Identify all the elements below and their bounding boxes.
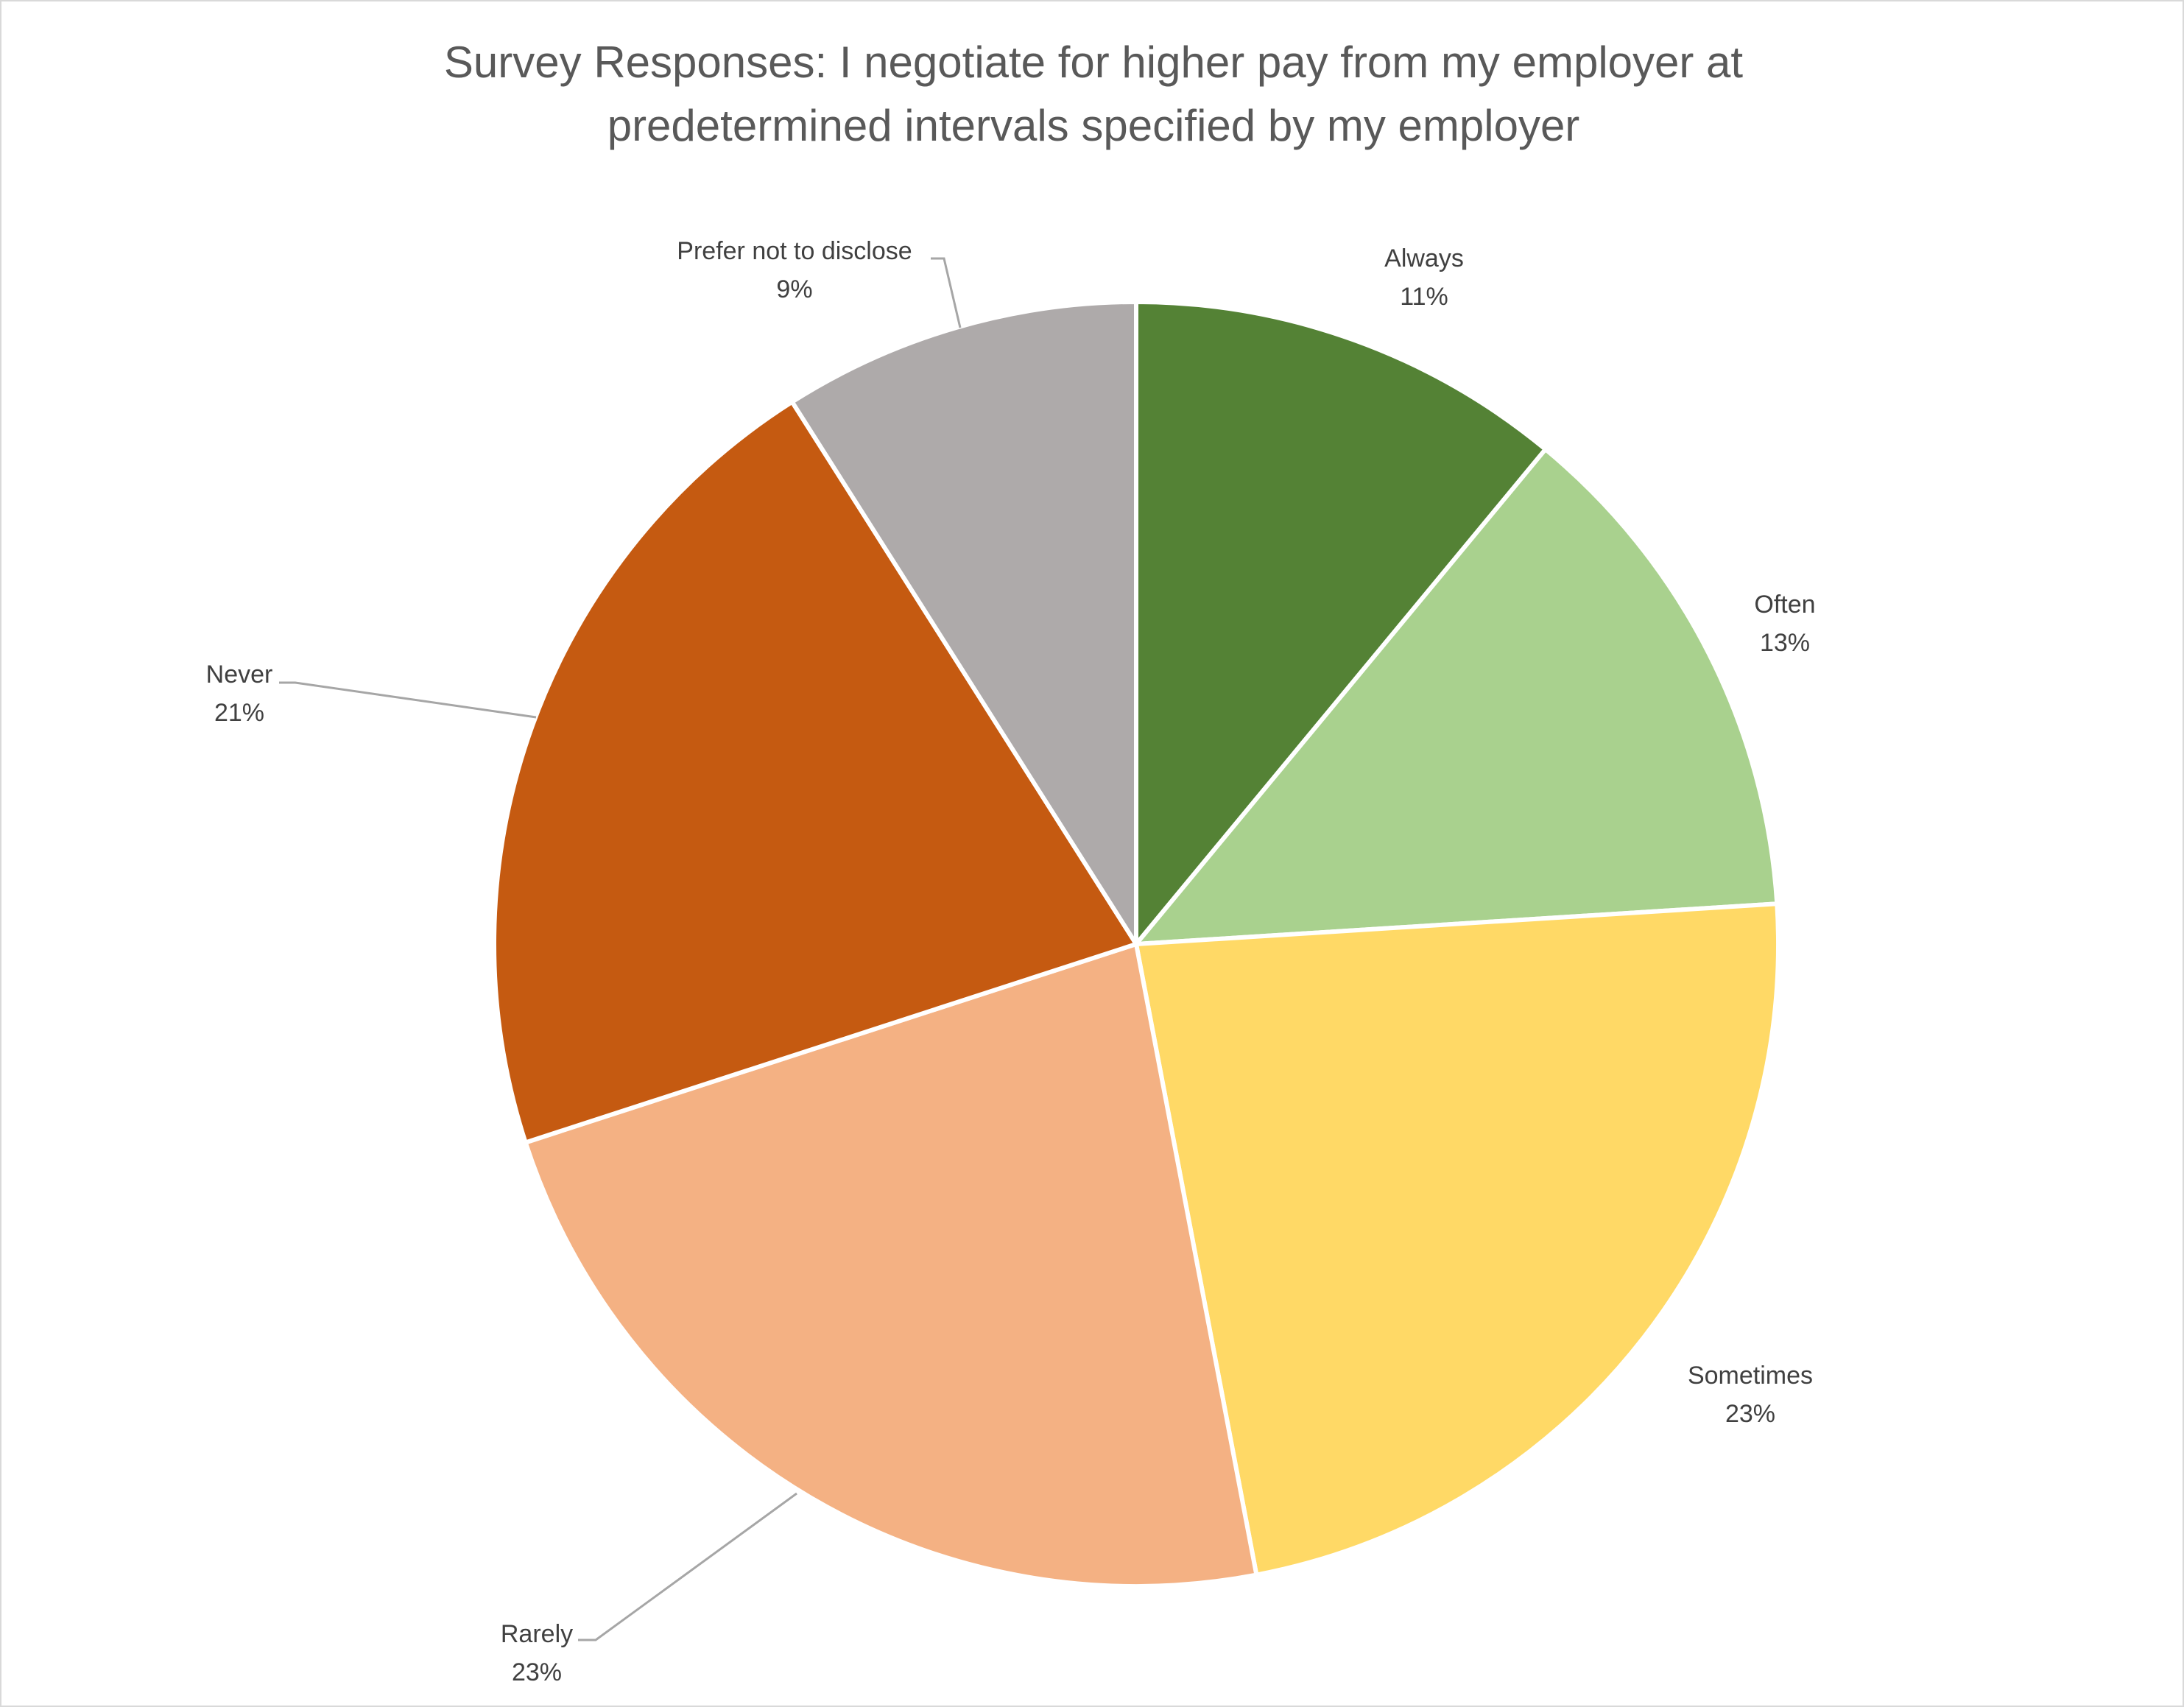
chart-title-line-2: predetermined intervals specified by my … (607, 101, 1580, 150)
data-label-name-often: Often (1754, 591, 1815, 619)
chart-title: Survey Responses: I negotiate for higher… (283, 31, 1903, 158)
data-label-value-rarely: 23% (512, 1658, 562, 1686)
data-labels: Always 11% Often 13% Sometimes 23% Rarely 23% Ne… (206, 237, 1816, 1686)
pie-slice-sometimes (1134, 901, 1780, 1577)
pie-slice-prefer-not-to-disclose (789, 300, 1138, 946)
data-label-name-always: Always (1384, 244, 1464, 272)
leader-lines (279, 257, 962, 1641)
data-label-value-sometimes: 23% (1725, 1400, 1775, 1428)
data-label-name-sometimes: Sometimes (1688, 1362, 1813, 1390)
leader-line-prefer-not-to-disclose (931, 257, 962, 328)
data-label-value-always: 11% (1400, 283, 1448, 311)
pie-slice-always (1134, 300, 1548, 946)
data-label-value-prefer-not-to-disclose: 9% (776, 275, 812, 303)
data-label-name-prefer-not-to-disclose: Prefer not to disclose (677, 237, 912, 265)
pie-slices (492, 300, 1780, 1588)
data-label-value-never: 21% (214, 699, 264, 727)
data-label-name-rarely: Rarely (501, 1620, 573, 1648)
data-label-name-never: Never (206, 661, 273, 689)
pie-slice-often (1134, 447, 1780, 946)
chart-title-line-1: Survey Responses: I negotiate for higher… (443, 38, 1744, 87)
data-label-value-often: 13% (1760, 629, 1810, 657)
pie-slice-rarely (523, 942, 1259, 1588)
leader-line-rarely (578, 1492, 797, 1641)
pie-slice-never (492, 399, 1138, 1145)
leader-line-never (279, 681, 537, 719)
